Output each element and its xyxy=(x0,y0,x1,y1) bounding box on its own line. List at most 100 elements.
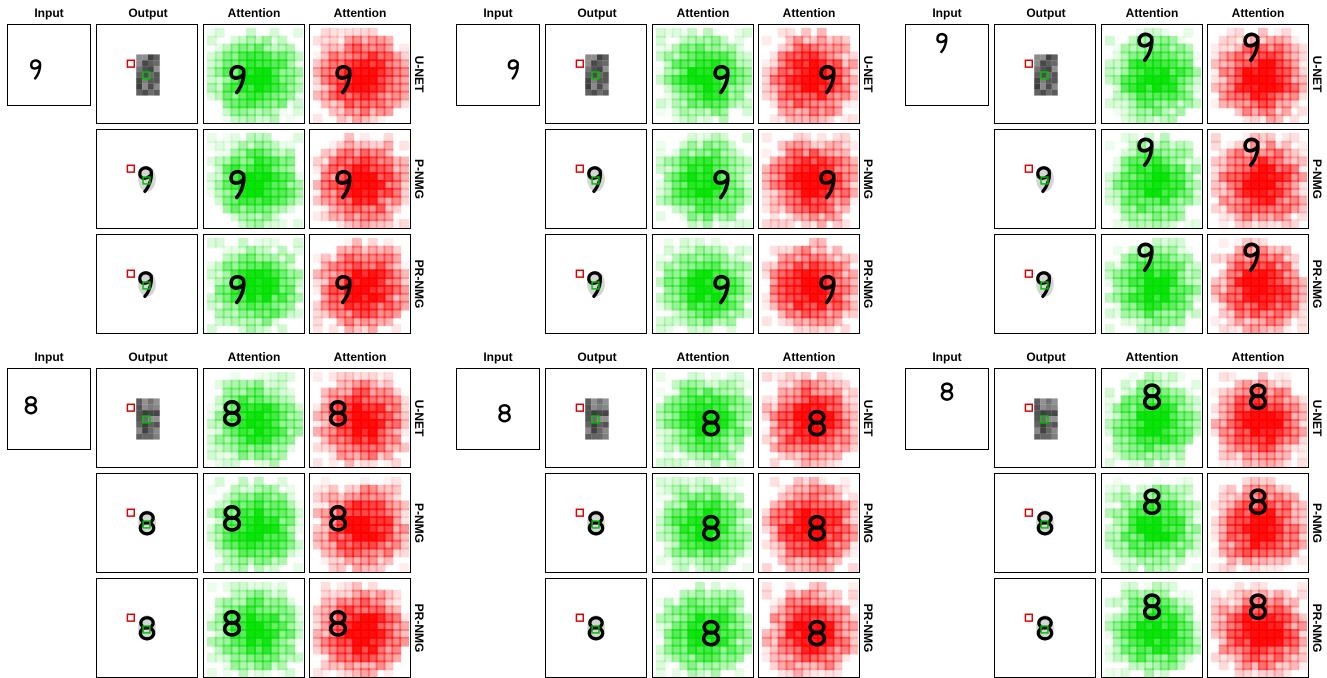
attention-green xyxy=(203,473,305,573)
digit-8-glyph xyxy=(1142,593,1162,621)
output-image xyxy=(96,473,198,573)
digit-9-glyph xyxy=(335,274,352,305)
output-image xyxy=(994,24,1096,124)
blocky-output xyxy=(585,398,609,440)
query-marker xyxy=(126,403,135,412)
target-marker xyxy=(142,176,151,185)
attention-map xyxy=(206,581,303,677)
target-marker xyxy=(591,176,600,185)
digit-9-glyph xyxy=(29,59,42,80)
attention-map xyxy=(1104,371,1201,467)
attention-red xyxy=(1207,24,1309,124)
digit-9-glyph xyxy=(1243,242,1260,272)
target-marker xyxy=(142,625,151,634)
attention-red xyxy=(758,578,860,678)
attention-map xyxy=(1104,27,1201,123)
query-marker xyxy=(575,59,584,68)
column-header: Output xyxy=(128,6,168,20)
digit-8-glyph xyxy=(1036,616,1054,641)
method-label: PR-NMG xyxy=(1310,603,1324,653)
output-image xyxy=(994,368,1096,468)
input-image xyxy=(905,24,989,106)
digit-9-glyph xyxy=(1137,242,1154,272)
target-marker xyxy=(1040,281,1049,290)
output-image xyxy=(545,473,647,573)
digit-8-glyph xyxy=(807,514,827,542)
attention-map xyxy=(1104,237,1201,333)
output-image xyxy=(994,129,1096,229)
digit-8-glyph xyxy=(1248,488,1268,516)
attention-map xyxy=(1210,476,1307,572)
digit-8-glyph xyxy=(328,400,348,427)
attention-map xyxy=(761,27,858,123)
attention-green xyxy=(652,129,754,229)
attention-map xyxy=(1210,132,1307,228)
attention-map xyxy=(655,237,752,333)
attention-map xyxy=(655,132,752,228)
digit-9-glyph xyxy=(936,32,948,54)
query-marker xyxy=(1024,403,1033,412)
query-marker xyxy=(575,164,584,173)
attention-map xyxy=(1210,371,1307,467)
digit-8-glyph xyxy=(1142,488,1162,516)
attention-red xyxy=(1207,129,1309,229)
output-image xyxy=(545,24,647,124)
column-header: Input xyxy=(483,350,513,364)
attention-green xyxy=(1101,578,1203,678)
digit-9-glyph xyxy=(713,64,730,95)
digit-8-glyph xyxy=(222,610,242,637)
digit-9-glyph xyxy=(1243,32,1260,62)
method-label: U-NET xyxy=(412,55,426,93)
target-marker xyxy=(142,415,151,424)
attention-map xyxy=(655,476,752,572)
digit-9-glyph xyxy=(335,64,352,95)
digit-8-glyph xyxy=(138,511,156,536)
digit-9-glyph xyxy=(229,169,246,200)
attention-red xyxy=(1207,473,1309,573)
attention-map xyxy=(761,132,858,228)
attention-red xyxy=(758,473,860,573)
column-header: Attention xyxy=(676,6,730,20)
query-marker xyxy=(126,269,135,278)
digit-8-glyph xyxy=(940,382,954,401)
target-marker xyxy=(1040,415,1049,424)
query-marker xyxy=(575,403,584,412)
target-marker xyxy=(1040,625,1049,634)
method-label: P-NMG xyxy=(1310,503,1324,543)
column-header: Output xyxy=(1026,350,1066,364)
attention-red xyxy=(758,234,860,334)
attention-green xyxy=(652,473,754,573)
digit-8-glyph xyxy=(328,505,348,532)
query-marker xyxy=(575,613,584,622)
query-marker xyxy=(1024,508,1033,517)
output-image xyxy=(545,129,647,229)
method-label: U-NET xyxy=(1310,55,1324,93)
column-header: Attention xyxy=(1125,6,1179,20)
digit-8-glyph xyxy=(587,511,605,536)
attention-map xyxy=(1210,581,1307,677)
target-marker xyxy=(591,281,600,290)
digit-8-glyph xyxy=(24,395,38,415)
attention-red xyxy=(1207,578,1309,678)
attention-map xyxy=(1210,27,1307,123)
attention-map xyxy=(312,132,409,228)
digit-9-glyph xyxy=(229,274,246,305)
digit-9-glyph xyxy=(713,274,730,305)
digit-8-glyph xyxy=(328,610,348,637)
column-header: Attention xyxy=(227,6,281,20)
column-header: Attention xyxy=(782,350,836,364)
attention-map xyxy=(1104,581,1201,677)
target-marker xyxy=(1040,176,1049,185)
column-header: Input xyxy=(932,6,962,20)
attention-green xyxy=(1101,24,1203,124)
attention-green xyxy=(203,578,305,678)
column-header: Input xyxy=(34,350,64,364)
attention-red xyxy=(309,578,411,678)
attention-red xyxy=(309,24,411,124)
attention-green xyxy=(652,24,754,124)
method-label: U-NET xyxy=(861,55,875,93)
digit-8-glyph xyxy=(222,400,242,427)
attention-map xyxy=(206,132,303,228)
attention-green xyxy=(652,234,754,334)
column-header: Attention xyxy=(782,6,836,20)
